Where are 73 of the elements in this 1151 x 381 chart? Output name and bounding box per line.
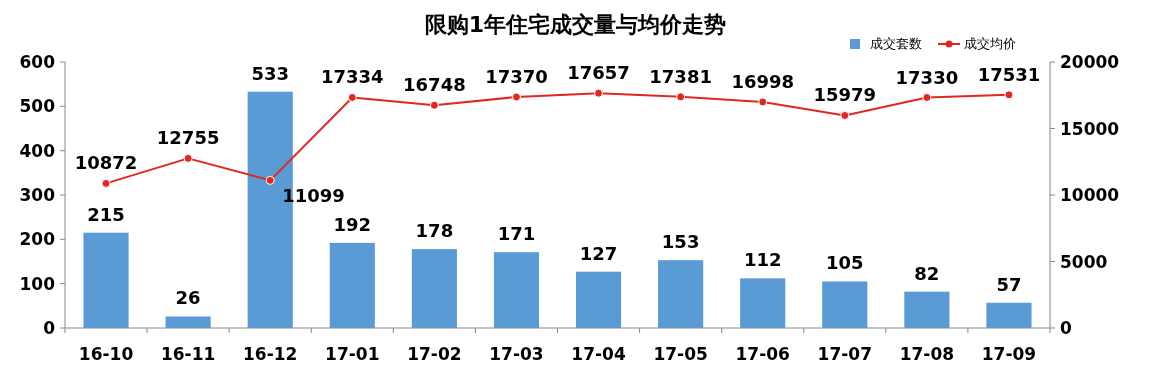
point bbox=[183, 153, 193, 163]
data-label: 15979 bbox=[813, 84, 877, 106]
bar bbox=[575, 271, 622, 328]
bar bbox=[986, 302, 1032, 328]
x-tick-label: 17-09 bbox=[981, 344, 1037, 364]
data-label: 16998 bbox=[731, 70, 795, 92]
point bbox=[265, 175, 275, 185]
x-tick-label: 16-12 bbox=[243, 344, 298, 364]
bar bbox=[904, 291, 950, 328]
data-label: 26 bbox=[175, 287, 201, 309]
x-tick-label: 17-08 bbox=[899, 344, 955, 364]
legend-label: 成交均价 bbox=[964, 36, 1016, 51]
data-label: 17334 bbox=[320, 66, 384, 88]
point bbox=[594, 88, 604, 98]
bar bbox=[493, 252, 540, 328]
bar bbox=[83, 232, 129, 328]
y2-tick-label: 15000 bbox=[1060, 118, 1120, 139]
bar bbox=[411, 249, 457, 328]
data-label: 57 bbox=[996, 273, 1022, 295]
y-tick-label: 0 bbox=[43, 318, 56, 338]
point bbox=[101, 178, 111, 188]
data-label: 178 bbox=[415, 220, 454, 242]
data-label: 105 bbox=[826, 252, 864, 274]
data-label: 127 bbox=[579, 242, 618, 264]
y2-tick-label: 0 bbox=[1060, 318, 1072, 338]
x-tick-label: 16-11 bbox=[160, 344, 216, 364]
bar bbox=[329, 242, 375, 328]
point bbox=[429, 100, 439, 110]
y-tick-label: 200 bbox=[19, 229, 56, 250]
bar bbox=[165, 316, 211, 328]
data-label: 17330 bbox=[895, 66, 959, 88]
y-tick-label: 500 bbox=[19, 96, 56, 117]
bar bbox=[740, 278, 786, 328]
point bbox=[347, 92, 357, 102]
bar bbox=[658, 260, 704, 328]
chart-title: 限购1年住宅成交量与均价走势 bbox=[424, 12, 727, 37]
data-label: 12755 bbox=[156, 127, 220, 149]
data-label: 112 bbox=[743, 249, 782, 271]
legend-label: 成交套数 bbox=[870, 36, 922, 51]
data-label: 171 bbox=[497, 223, 536, 245]
y-tick-label: 100 bbox=[19, 273, 56, 294]
point bbox=[840, 110, 850, 120]
y-tick-label: 400 bbox=[19, 140, 56, 161]
y2-tick-label: 10000 bbox=[1060, 185, 1120, 205]
x-tick-label: 17-01 bbox=[325, 344, 380, 364]
y2-tick-label: 5000 bbox=[1060, 251, 1108, 272]
x-tick-label: 16-10 bbox=[78, 344, 134, 364]
data-label: 17531 bbox=[977, 63, 1041, 85]
data-label: 17657 bbox=[567, 62, 630, 84]
point bbox=[758, 97, 768, 107]
data-label: 192 bbox=[333, 213, 372, 235]
data-label: 17370 bbox=[485, 65, 548, 87]
data-label: 215 bbox=[87, 203, 125, 225]
data-label: 82 bbox=[914, 262, 940, 284]
point bbox=[1004, 90, 1014, 100]
point bbox=[676, 92, 686, 102]
data-label: 16748 bbox=[403, 74, 466, 96]
x-tick-label: 17-03 bbox=[489, 344, 544, 364]
x-tick-label: 17-05 bbox=[653, 344, 708, 364]
x-tick-label: 17-06 bbox=[735, 344, 790, 364]
y2-tick-label: 20000 bbox=[1060, 52, 1120, 72]
point bbox=[511, 92, 521, 102]
bar bbox=[822, 281, 868, 328]
data-label: 10872 bbox=[74, 152, 138, 174]
point bbox=[922, 93, 932, 103]
data-label: 153 bbox=[661, 231, 700, 253]
data-label: 17381 bbox=[649, 65, 712, 87]
x-tick-label: 17-04 bbox=[571, 344, 626, 364]
data-label: 533 bbox=[251, 62, 289, 84]
y-tick-label: 600 bbox=[19, 52, 56, 72]
x-tick-label: 17-07 bbox=[817, 344, 872, 364]
y-tick-label: 300 bbox=[19, 185, 56, 205]
x-tick-label: 17-02 bbox=[407, 344, 462, 364]
